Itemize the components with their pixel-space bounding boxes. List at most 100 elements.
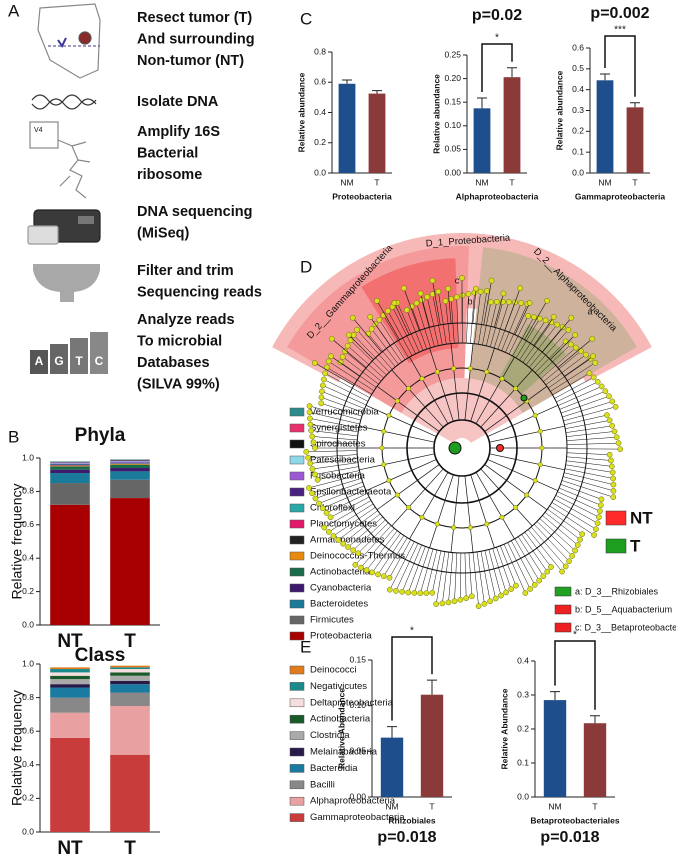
legend-label: Deinococci xyxy=(310,665,356,676)
tree-branch xyxy=(308,474,361,489)
bar xyxy=(583,723,607,797)
tree-branch xyxy=(340,362,377,388)
tree-branch xyxy=(480,369,533,428)
tree-node xyxy=(355,550,362,557)
y-tick-label: 0.1 xyxy=(572,146,584,156)
tree-branch xyxy=(560,484,602,500)
tree-node xyxy=(484,288,490,294)
y-tick-label: 0.6 xyxy=(314,77,326,87)
tree-branch xyxy=(464,343,474,421)
bar-segment xyxy=(110,680,150,685)
tree-branch xyxy=(565,425,613,433)
tree-node xyxy=(499,376,505,382)
legend-swatch xyxy=(289,682,305,691)
panel-label: A xyxy=(8,1,20,20)
legend-label: Cyanobacteria xyxy=(310,583,372,594)
tree-branch xyxy=(389,539,411,578)
tree-node xyxy=(524,492,530,498)
tree-branch xyxy=(376,464,440,511)
error-bar xyxy=(600,73,610,81)
workflow-step: Databases xyxy=(137,355,210,371)
tree-branch xyxy=(493,301,510,349)
tree-node xyxy=(513,582,519,589)
tree-branch xyxy=(503,544,526,594)
tree-branch xyxy=(545,354,586,386)
tree-node xyxy=(381,462,387,468)
tree-node xyxy=(582,351,589,358)
sequencer-tray xyxy=(27,225,59,245)
x-tick-label: T xyxy=(509,177,514,187)
tree-branch xyxy=(421,299,435,347)
tree-branch xyxy=(394,302,410,335)
legend-label: Fusobacteria xyxy=(310,471,366,482)
tree-node xyxy=(513,505,518,510)
tree-branch xyxy=(522,322,552,363)
tree-branch xyxy=(475,472,515,540)
tree-node xyxy=(520,394,528,402)
legend-swatch xyxy=(289,567,305,577)
tree-branch xyxy=(438,291,447,345)
y-tick-label: 1.0 xyxy=(22,658,34,668)
icon-label: C xyxy=(95,354,104,368)
tree-branch xyxy=(566,431,615,437)
tree-branch xyxy=(426,549,438,594)
tree-node xyxy=(481,600,488,607)
tree-node xyxy=(328,335,335,342)
tree-branch xyxy=(566,456,611,461)
error-bar xyxy=(427,679,437,695)
tree-branch xyxy=(475,356,515,424)
bar xyxy=(626,107,644,173)
legend-swatch xyxy=(289,599,305,609)
significance-mark: * xyxy=(495,33,499,44)
y-tick-label: 1.0 xyxy=(22,452,34,462)
panel-label: E xyxy=(300,637,311,656)
bar-segment xyxy=(50,483,90,505)
tree-branch xyxy=(324,500,372,528)
tree-branch xyxy=(496,547,512,590)
y-tick-label: 0.4 xyxy=(517,655,529,665)
tree-node xyxy=(323,510,330,516)
legend-swatch xyxy=(289,423,305,433)
tree-node xyxy=(608,457,614,464)
significance-bracket xyxy=(604,35,636,97)
bar-segment xyxy=(50,465,90,467)
tree-branch xyxy=(376,385,440,432)
tree-node xyxy=(615,440,622,446)
y-tick-label: 0.8 xyxy=(314,46,326,56)
tree-node xyxy=(319,382,326,389)
tree-node xyxy=(306,485,312,491)
x-axis-label: Proteobacteria xyxy=(332,191,392,201)
tree-node xyxy=(439,600,446,607)
tree-branch xyxy=(432,294,443,345)
tree-branch xyxy=(450,298,455,344)
tree-branch xyxy=(489,453,565,471)
tree-node xyxy=(309,490,315,497)
tree-node xyxy=(573,344,579,351)
tree-node xyxy=(433,601,440,607)
bar-segment xyxy=(110,462,150,463)
tree-node xyxy=(513,386,518,391)
tree-branch xyxy=(488,549,502,596)
tree-branch xyxy=(505,303,528,353)
tree-node xyxy=(467,525,473,531)
tree-branch xyxy=(383,537,408,577)
significance-bracket xyxy=(391,636,433,721)
x-tick-label: NM xyxy=(385,801,398,811)
tree-node xyxy=(307,460,314,467)
bar xyxy=(473,108,491,173)
tree-branch xyxy=(547,508,583,535)
tree-node xyxy=(424,294,430,300)
legend-label: Negativicutes xyxy=(310,681,367,692)
legend-swatch xyxy=(289,698,305,708)
tree-branch xyxy=(554,377,594,399)
tree-branch xyxy=(470,348,495,422)
legend-swatch xyxy=(289,503,305,513)
tree-node xyxy=(518,300,525,306)
tree-node xyxy=(321,524,328,531)
y-axis-label: Relative frequency xyxy=(9,690,25,806)
legend-swatch xyxy=(554,604,572,615)
y-tick-label: 0.20 xyxy=(444,73,461,83)
bar-segment xyxy=(50,464,90,466)
bar xyxy=(380,737,404,797)
